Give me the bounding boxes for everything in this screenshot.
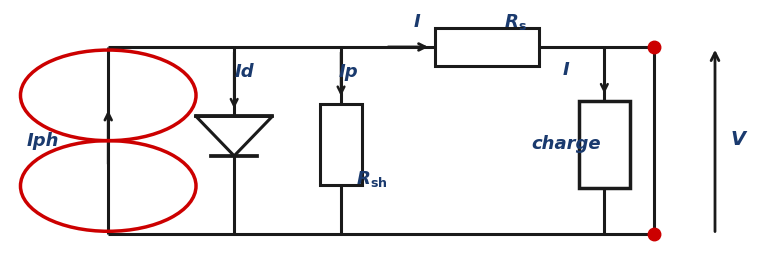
Text: R$_{\mathbf{sh}}$: R$_{\mathbf{sh}}$ <box>356 169 388 189</box>
Bar <box>579 101 630 187</box>
Text: charge: charge <box>532 135 601 153</box>
Text: I: I <box>414 13 421 31</box>
Text: R$_{\mathbf{s}}$: R$_{\mathbf{s}}$ <box>503 12 526 32</box>
Bar <box>435 28 539 66</box>
Bar <box>319 104 362 185</box>
Text: Ip: Ip <box>339 63 358 81</box>
Text: Id: Id <box>234 63 254 81</box>
Text: V: V <box>730 130 745 149</box>
Text: I: I <box>563 61 570 79</box>
Text: Iph: Iph <box>27 132 60 150</box>
